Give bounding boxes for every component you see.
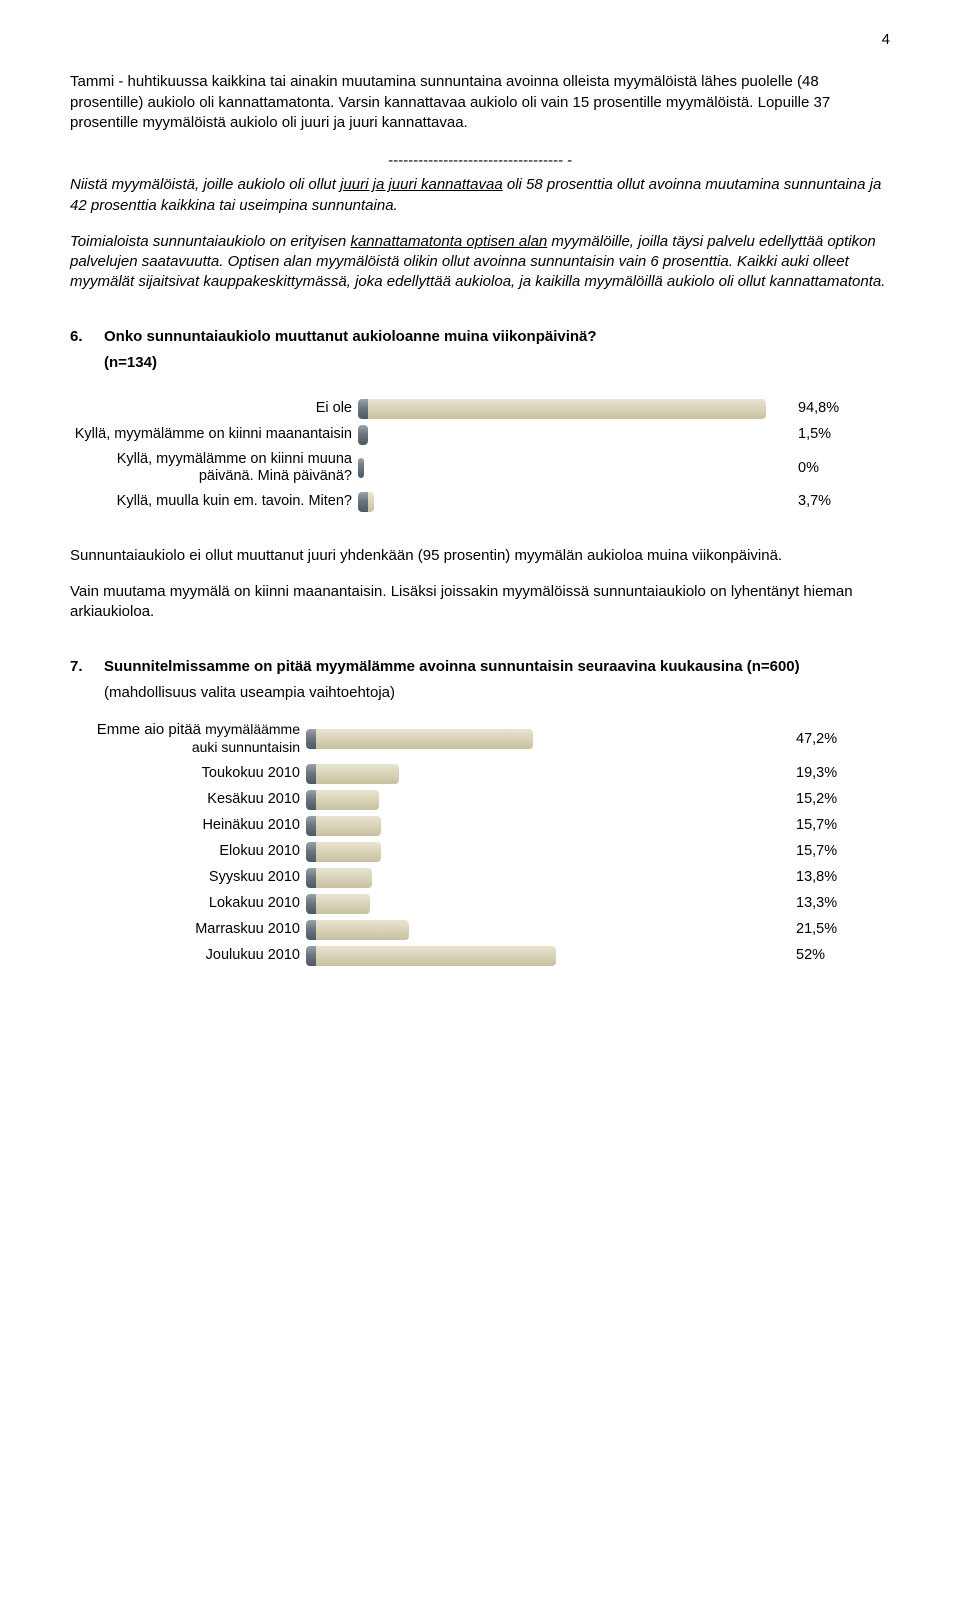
chart-bar	[306, 842, 381, 862]
chart-bar-wrap	[306, 764, 786, 784]
chart-label: Heinäkuu 2010	[70, 817, 306, 834]
chart-bar	[306, 894, 370, 914]
chart-bar-wrap	[306, 894, 786, 914]
chart-q7: Emme aio pitää myymäläämme auki sunnunta…	[70, 721, 890, 966]
divider-dashes: ----------------------------------- -	[70, 151, 890, 171]
chart-value: 0%	[788, 459, 819, 479]
chart-row: Kyllä, myymälämme on kiinni muuna päivän…	[70, 451, 890, 486]
chart-bar	[358, 458, 364, 478]
chart-value: 94,8%	[788, 399, 839, 419]
p2-a: Niistä myymälöistä, joille aukiolo oli o…	[70, 176, 340, 193]
chart-bar	[306, 729, 533, 749]
chart-bar-wrap	[306, 842, 786, 862]
chart-bar-wrap	[358, 399, 788, 419]
chart-value: 3,7%	[788, 492, 831, 512]
chart-label: Kesäkuu 2010	[70, 791, 306, 808]
chart-bar-wrap	[358, 425, 788, 445]
chart-label: Kyllä, myymälämme on kiinni maanantaisin	[70, 426, 358, 443]
chart-value: 13,3%	[786, 894, 837, 914]
chart-bar-wrap	[306, 920, 786, 940]
chart-bar-wrap	[306, 868, 786, 888]
q7-note: (mahdollisuus valita useampia vaihtoehto…	[104, 683, 890, 703]
chart-row: Toukokuu 2010 19,3%	[70, 764, 890, 784]
chart-bar	[306, 868, 372, 888]
chart-bar-wrap	[306, 729, 786, 749]
chart-bar	[358, 399, 766, 419]
chart-value: 15,7%	[786, 842, 837, 862]
p3-underline: kannattamatonta optisen alan	[350, 233, 547, 250]
chart-bar	[306, 816, 381, 836]
chart-label: Toukokuu 2010	[70, 765, 306, 782]
paragraph-5: Vain muutama myymälä on kiinni maanantai…	[70, 582, 890, 623]
chart-bar-wrap	[358, 492, 788, 512]
chart-bar	[306, 946, 556, 966]
q6-number: 6.	[70, 327, 104, 347]
paragraph-4: Sunnuntaiaukiolo ei ollut muuttanut juur…	[70, 546, 890, 566]
chart-label: Ei ole	[70, 400, 358, 417]
chart-bar	[306, 920, 409, 940]
page-number: 4	[70, 30, 890, 50]
question-7-heading: 7. Suunnitelmissamme on pitää myymälämme…	[70, 657, 890, 677]
chart-value: 15,2%	[786, 790, 837, 810]
p3-a: Toimialoista sunnuntaiaukiolo on erityis…	[70, 233, 350, 250]
chart-label: Elokuu 2010	[70, 843, 306, 860]
chart-bar	[358, 492, 374, 512]
chart-row: Kesäkuu 2010 15,2%	[70, 790, 890, 810]
chart-bar-wrap	[306, 816, 786, 836]
p2-underline: juuri ja juuri kannattavaa	[340, 176, 503, 193]
q7-title: Suunnitelmissamme on pitää myymälämme av…	[104, 657, 890, 677]
chart-row: Heinäkuu 2010 15,7%	[70, 816, 890, 836]
chart-value: 1,5%	[788, 425, 831, 445]
chart-value: 19,3%	[786, 764, 837, 784]
chart-bar-wrap	[358, 458, 788, 478]
chart-bar-wrap	[306, 946, 786, 966]
q6-sub: (n=134)	[104, 353, 890, 373]
chart-row: Syyskuu 2010 13,8%	[70, 868, 890, 888]
chart-label: Kyllä, muulla kuin em. tavoin. Miten?	[70, 493, 358, 510]
question-6-heading: 6. Onko sunnuntaiaukiolo muuttanut aukio…	[70, 327, 890, 347]
chart-bar	[306, 764, 399, 784]
chart-label: Lokakuu 2010	[70, 895, 306, 912]
chart-label: Joulukuu 2010	[70, 947, 306, 964]
chart-row: Elokuu 2010 15,7%	[70, 842, 890, 862]
chart-row: Kyllä, muulla kuin em. tavoin. Miten? 3,7…	[70, 492, 890, 512]
paragraph-2: Niistä myymälöistä, joille aukiolo oli o…	[70, 175, 890, 216]
chart-label: Syyskuu 2010	[70, 869, 306, 886]
paragraph-1: Tammi - huhtikuussa kaikkina tai ainakin…	[70, 72, 890, 133]
chart-row: Kyllä, myymälämme on kiinni maanantaisin…	[70, 425, 890, 445]
chart-row: Marraskuu 2010 21,5%	[70, 920, 890, 940]
chart-bar	[358, 425, 368, 445]
chart-row: Joulukuu 2010 52%	[70, 946, 890, 966]
chart-row: Ei ole 94,8%	[70, 399, 890, 419]
chart-bar-wrap	[306, 790, 786, 810]
chart-label: Marraskuu 2010	[70, 921, 306, 938]
chart-value: 47,2%	[786, 730, 837, 750]
q6-title: Onko sunnuntaiaukiolo muuttanut aukioloa…	[104, 327, 890, 347]
chart-row: Emme aio pitää myymäläämme auki sunnunta…	[70, 721, 890, 758]
chart-q6: Ei ole 94,8% Kyllä, myymälämme on kiinni m…	[70, 399, 890, 512]
chart-label: Kyllä, myymälämme on kiinni muuna päivän…	[70, 451, 358, 486]
chart-value: 15,7%	[786, 816, 837, 836]
q7-number: 7.	[70, 657, 104, 677]
chart-row: Lokakuu 2010 13,3%	[70, 894, 890, 914]
chart-value: 13,8%	[786, 868, 837, 888]
chart-label: Emme aio pitää myymäläämme auki sunnunta…	[70, 721, 306, 758]
chart-value: 21,5%	[786, 920, 837, 940]
paragraph-3: Toimialoista sunnuntaiaukiolo on erityis…	[70, 232, 890, 293]
chart-bar	[306, 790, 379, 810]
chart-value: 52%	[786, 946, 825, 966]
